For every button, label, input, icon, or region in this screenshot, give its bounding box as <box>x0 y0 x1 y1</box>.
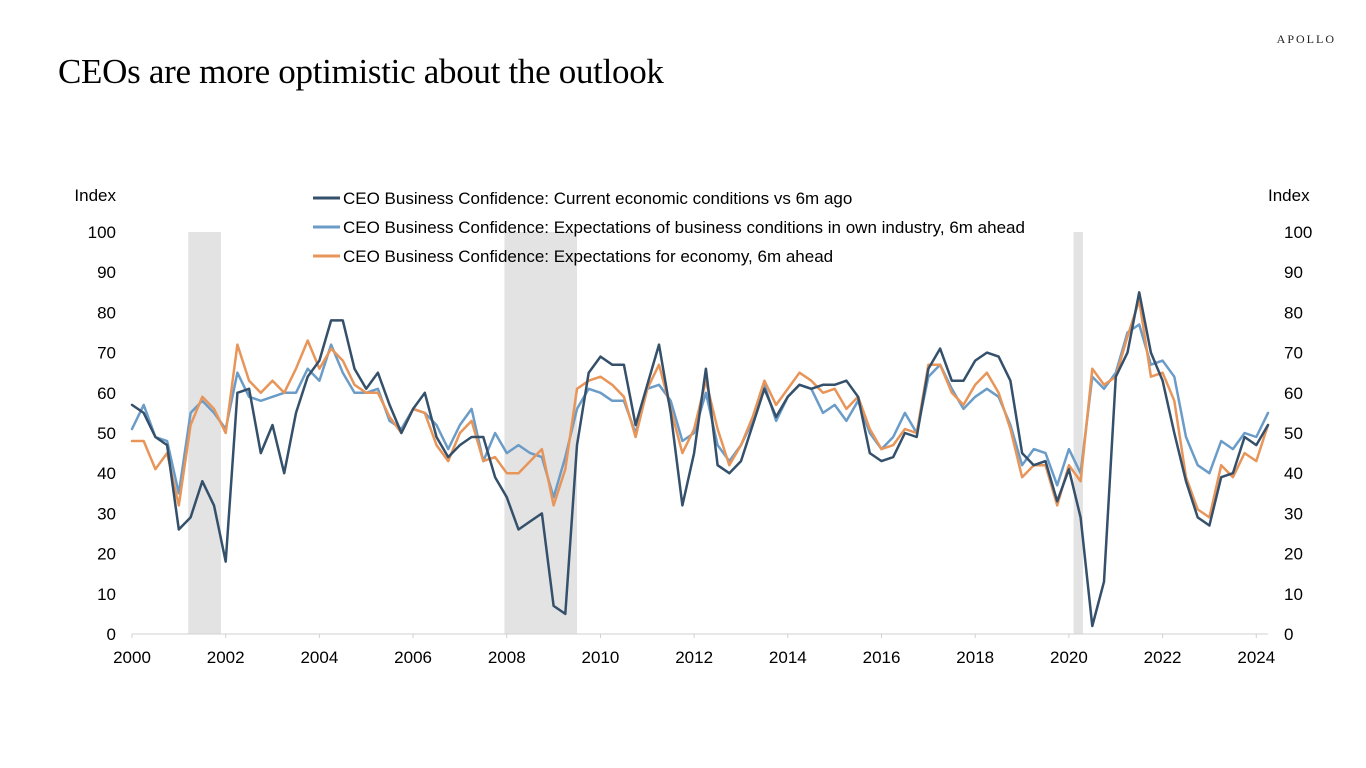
y-tick-label-left: 80 <box>97 303 116 322</box>
series-line-current-conditions <box>130 291 1270 628</box>
brand-logo: APOLLO <box>1276 32 1336 46</box>
x-tick-label: 2004 <box>300 648 338 667</box>
x-tick-label: 2024 <box>1237 648 1275 667</box>
y-tick-label-right: 70 <box>1284 344 1303 363</box>
x-tick-label: 2000 <box>113 648 151 667</box>
y-tick-label-right: 100 <box>1284 223 1312 242</box>
x-tick-label: 2020 <box>1050 648 1088 667</box>
y-tick-label-right: 80 <box>1284 303 1303 322</box>
x-tick-label: 2002 <box>207 648 245 667</box>
y-tick-label-right: 10 <box>1284 585 1303 604</box>
y-tick-label-left: 20 <box>97 545 116 564</box>
x-tick-label: 2006 <box>394 648 432 667</box>
x-tick-label: 2014 <box>769 648 807 667</box>
y-tick-label-right: 30 <box>1284 504 1303 523</box>
chart-axes: Index Index <box>74 186 1310 635</box>
y-tick-label-right: 40 <box>1284 464 1303 483</box>
y-tick-label-right: 50 <box>1284 424 1303 443</box>
y-tick-label-left: 10 <box>97 585 116 604</box>
y-tick-label-left: 100 <box>88 223 116 242</box>
y-axis-label-right: Index <box>1268 186 1310 205</box>
y-tick-label-left: 30 <box>97 504 116 523</box>
y-tick-label-right: 90 <box>1284 263 1303 282</box>
y-tick-label-right: 60 <box>1284 384 1303 403</box>
y-tick-label-left: 60 <box>97 384 116 403</box>
y-tick-label-left: 0 <box>107 625 116 644</box>
legend-label-industry-expectations: CEO Business Confidence: Expectations of… <box>343 218 1025 237</box>
y-tick-label-right: 0 <box>1284 625 1293 644</box>
x-tick-label: 2018 <box>956 648 994 667</box>
y-tick-label-left: 90 <box>97 263 116 282</box>
x-tick-label: 2022 <box>1144 648 1182 667</box>
y-tick-label-left: 40 <box>97 464 116 483</box>
x-tick-label: 2016 <box>863 648 901 667</box>
recession-band <box>188 232 222 634</box>
legend-label-economy-expectations: CEO Business Confidence: Expectations fo… <box>343 247 833 266</box>
chart-legend: CEO Business Confidence: Current economi… <box>313 189 1025 266</box>
x-tick-label: 2012 <box>675 648 713 667</box>
x-tick-label: 2010 <box>582 648 620 667</box>
recession-shading <box>188 232 1083 634</box>
series-lines <box>130 291 1270 628</box>
x-tick-label: 2008 <box>488 648 526 667</box>
recession-band <box>1073 232 1083 634</box>
y-tick-label-left: 50 <box>97 424 116 443</box>
legend-label-current-conditions: CEO Business Confidence: Current economi… <box>343 189 852 208</box>
y-tick-label-right: 20 <box>1284 545 1303 564</box>
y-tick-label-left: 70 <box>97 344 116 363</box>
recession-band <box>504 232 578 634</box>
page-title: CEOs are more optimistic about the outlo… <box>58 52 664 91</box>
y-axis-label-left: Index <box>74 186 116 205</box>
